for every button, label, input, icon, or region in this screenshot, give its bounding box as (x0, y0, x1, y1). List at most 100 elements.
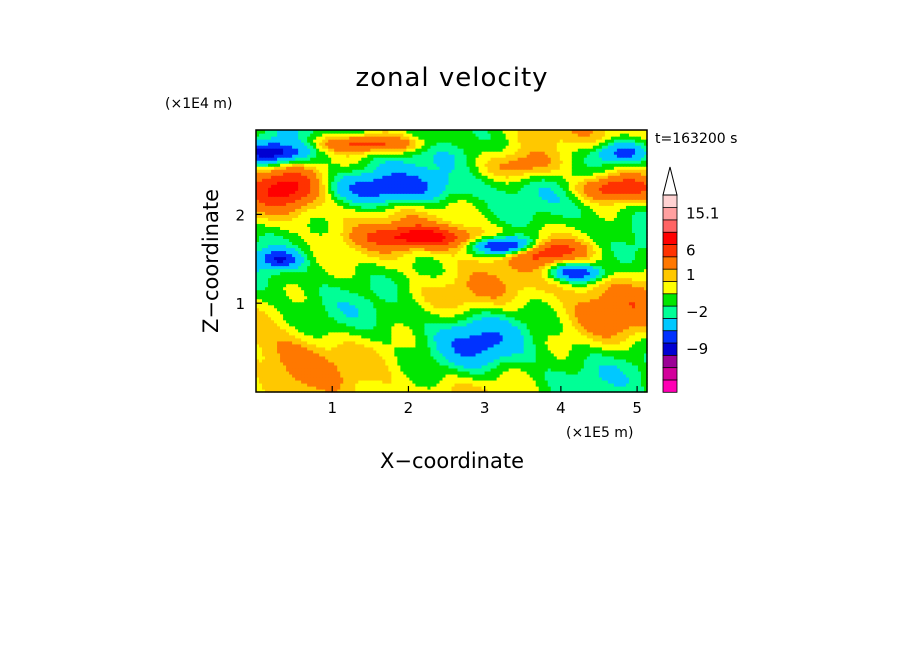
field-cell (469, 361, 474, 366)
field-cell (262, 349, 266, 354)
field-cell (418, 325, 423, 330)
field-cell (325, 274, 329, 279)
field-cell (628, 328, 633, 333)
field-cell (412, 286, 417, 291)
field-cell (307, 331, 311, 336)
field-cell (616, 349, 621, 354)
field-cell (553, 364, 558, 369)
field-cell (301, 316, 305, 321)
field-cell (499, 316, 504, 321)
field-cell (412, 376, 417, 381)
field-cell (334, 301, 338, 306)
field-cell (310, 355, 314, 360)
field-cell (625, 346, 630, 351)
field-cell (409, 319, 413, 324)
field-cell (610, 370, 615, 375)
field-cell (346, 280, 350, 285)
field-cell (289, 367, 293, 372)
field-cell (379, 334, 383, 339)
field-cell (583, 352, 588, 357)
field-cell (412, 289, 417, 294)
field-cell (277, 313, 281, 318)
field-cell (379, 331, 383, 336)
field-cell (577, 328, 582, 333)
field-cell (493, 301, 498, 306)
field-cell (394, 304, 398, 309)
field-cell (274, 382, 278, 387)
field-cell (334, 385, 338, 390)
field-cell (577, 361, 582, 366)
field-cell (283, 334, 287, 339)
field-cell (268, 283, 272, 288)
field-cell (445, 364, 450, 369)
field-cell (391, 328, 395, 333)
field-cell (460, 373, 465, 378)
field-cell (421, 367, 426, 372)
field-cell (394, 313, 398, 318)
field-cell (418, 289, 423, 294)
field-cell (415, 313, 420, 318)
field-cell (283, 367, 287, 372)
field-cell (442, 292, 447, 297)
field-cell (304, 328, 308, 333)
field-cell (631, 289, 636, 294)
field-cell (310, 337, 314, 342)
field-cell (334, 361, 338, 366)
field-cell (577, 316, 582, 321)
field-cell (472, 319, 477, 324)
field-cell (559, 376, 564, 381)
field-cell (316, 361, 320, 366)
field-cell (391, 331, 395, 336)
field-cell (364, 325, 368, 330)
field-cell (343, 307, 347, 312)
field-cell (343, 316, 347, 321)
field-cell (283, 301, 287, 306)
field-cell (517, 283, 522, 288)
field-cell (451, 301, 456, 306)
field-cell (520, 340, 525, 345)
field-cell (376, 346, 380, 351)
field-cell (484, 355, 489, 360)
field-cell (376, 319, 380, 324)
field-cell (475, 349, 480, 354)
field-cell (487, 331, 492, 336)
field-cell (427, 343, 432, 348)
field-cell (637, 304, 642, 309)
field-cell (547, 331, 552, 336)
field-cell (499, 379, 504, 384)
field-cell (292, 388, 296, 393)
field-cell (508, 370, 513, 375)
field-cell (475, 319, 480, 324)
field-cell (370, 349, 374, 354)
field-cell (475, 298, 480, 303)
field-cell (328, 364, 332, 369)
field-cell (364, 316, 368, 321)
field-cell (259, 346, 263, 351)
field-cell (325, 337, 329, 342)
field-cell (412, 340, 417, 345)
field-cell (517, 325, 522, 330)
field-cell (631, 331, 636, 336)
field-cell (622, 370, 627, 375)
field-cell (337, 289, 341, 294)
field-cell (484, 379, 489, 384)
field-cell (454, 364, 459, 369)
field-cell (481, 301, 486, 306)
field-cell (370, 388, 374, 393)
field-cell (316, 274, 320, 279)
field-cell (490, 322, 495, 327)
field-cell (283, 382, 287, 387)
field-cell (298, 376, 302, 381)
field-cell (514, 280, 519, 285)
field-cell (418, 370, 423, 375)
field-cell (433, 337, 438, 342)
field-cell (595, 307, 600, 312)
field-cell (517, 349, 522, 354)
field-cell (307, 340, 311, 345)
field-cell (313, 382, 317, 387)
field-cell (490, 379, 495, 384)
field-cell (331, 379, 335, 384)
field-cell (370, 382, 374, 387)
field-cell (625, 295, 630, 300)
field-cell (367, 325, 371, 330)
